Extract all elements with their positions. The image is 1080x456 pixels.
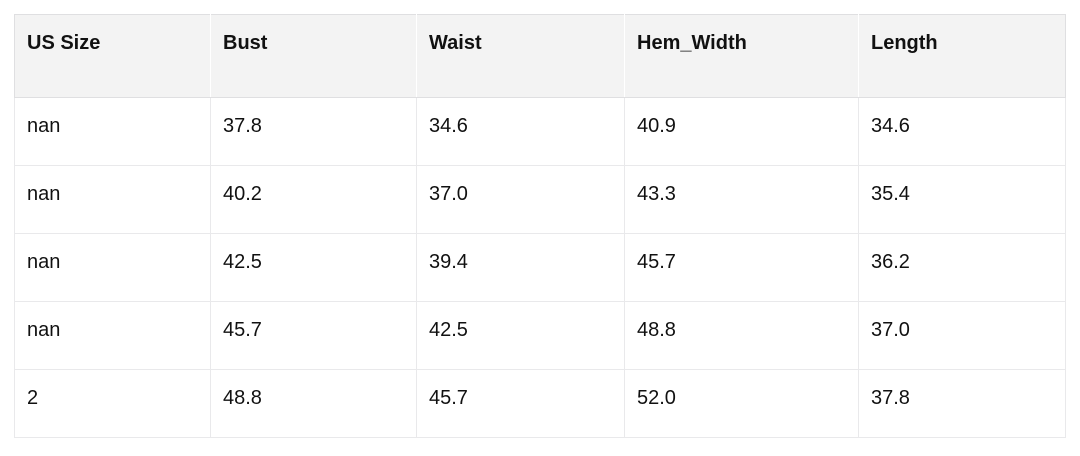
table-cell: 36.2 bbox=[858, 233, 1066, 302]
table-cell: nan bbox=[14, 301, 211, 370]
table-cell: 45.7 bbox=[210, 301, 417, 370]
table-cell: 37.0 bbox=[858, 301, 1066, 370]
table-cell: 40.2 bbox=[210, 165, 417, 234]
table-row: nan 40.2 37.0 43.3 35.4 bbox=[14, 165, 1066, 234]
table-cell: 48.8 bbox=[210, 369, 417, 438]
table-cell: 37.8 bbox=[210, 97, 417, 166]
table-cell: 48.8 bbox=[624, 301, 859, 370]
table-header: US Size Bust Waist Hem_Width Length bbox=[14, 14, 1066, 98]
table-cell: nan bbox=[14, 165, 211, 234]
table-cell: 42.5 bbox=[210, 233, 417, 302]
table-cell: 2 bbox=[14, 369, 211, 438]
table-cell: 52.0 bbox=[624, 369, 859, 438]
size-chart-table: US Size Bust Waist Hem_Width Length nan 37.8 3… bbox=[14, 14, 1066, 438]
table-row: nan 45.7 42.5 48.8 37.0 bbox=[14, 301, 1066, 370]
column-header-bust: Bust bbox=[210, 14, 417, 98]
table-cell: 37.0 bbox=[416, 165, 625, 234]
table-cell: 40.9 bbox=[624, 97, 859, 166]
table-cell: 34.6 bbox=[858, 97, 1066, 166]
table-cell: nan bbox=[14, 233, 211, 302]
table-cell: 42.5 bbox=[416, 301, 625, 370]
table-row: nan 42.5 39.4 45.7 36.2 bbox=[14, 233, 1066, 302]
column-header-length: Length bbox=[858, 14, 1066, 98]
table-cell: 39.4 bbox=[416, 233, 625, 302]
table-cell: 45.7 bbox=[416, 369, 625, 438]
table-cell: 43.3 bbox=[624, 165, 859, 234]
column-header-waist: Waist bbox=[416, 14, 625, 98]
table-row: 2 48.8 45.7 52.0 37.8 bbox=[14, 369, 1066, 438]
table-row: nan 37.8 34.6 40.9 34.6 bbox=[14, 97, 1066, 166]
header-row: US Size Bust Waist Hem_Width Length bbox=[14, 14, 1066, 98]
table-cell: 45.7 bbox=[624, 233, 859, 302]
table-cell: 37.8 bbox=[858, 369, 1066, 438]
table-body: nan 37.8 34.6 40.9 34.6 nan 40.2 37.0 43.3 35.4 na… bbox=[14, 97, 1066, 438]
column-header-us-size: US Size bbox=[14, 14, 211, 98]
size-chart-panel: US Size Bust Waist Hem_Width Length nan 37.8 3… bbox=[14, 14, 1066, 438]
table-cell: 35.4 bbox=[858, 165, 1066, 234]
table-cell: nan bbox=[14, 97, 211, 166]
table-cell: 34.6 bbox=[416, 97, 625, 166]
column-header-hem-width: Hem_Width bbox=[624, 14, 859, 98]
